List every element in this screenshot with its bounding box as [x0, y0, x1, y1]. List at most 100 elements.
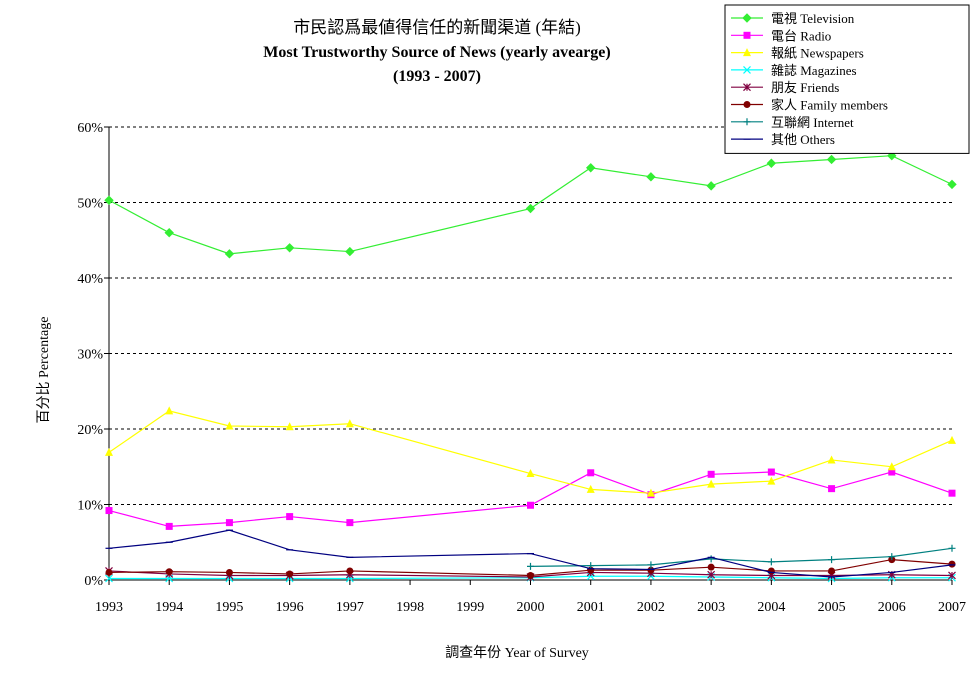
data-point	[707, 470, 715, 478]
x-tick-label: 1998	[396, 600, 424, 615]
data-point	[646, 172, 656, 182]
data-point	[647, 561, 655, 569]
x-tick-label: 1993	[95, 600, 123, 615]
data-point	[105, 507, 113, 515]
y-tick-label: 30%	[77, 348, 103, 363]
data-point	[706, 181, 716, 191]
x-axis-label: 調查年份 Year of Survey	[445, 645, 589, 661]
data-point	[707, 570, 716, 579]
gridlines	[109, 126, 952, 505]
data-point	[165, 568, 173, 576]
legend-label: 朋友 Friends	[771, 80, 839, 95]
chart-title: 市民認爲最値得信任的新聞渠道 (年結) Most Trustworthy Sou…	[263, 18, 610, 85]
series-line	[530, 547, 953, 568]
x-tick-label: 1997	[336, 600, 364, 615]
data-point	[527, 501, 534, 509]
data-point	[105, 568, 113, 576]
data-point	[104, 195, 114, 205]
data-point	[888, 468, 896, 476]
chart-title-line-1: 市民認爲最値得信任的新聞渠道 (年結)	[293, 18, 581, 37]
data-point	[948, 489, 956, 497]
legend-label: 互聯網 Internet	[771, 115, 854, 130]
series-group	[104, 150, 957, 583]
data-point	[826, 154, 837, 165]
data-point	[828, 485, 836, 493]
data-point	[284, 243, 295, 253]
x-tick-label: 2006	[878, 600, 906, 615]
legend-item: 家人 Family members	[731, 98, 888, 113]
data-point	[948, 560, 956, 568]
data-point	[707, 563, 715, 571]
legend: 電視 Television 電台 Radio 報紙 Newspapers 雜誌 Mag…	[724, 4, 970, 154]
data-point	[767, 476, 776, 485]
data-point	[345, 574, 354, 583]
legend-item: 電視 Television	[731, 11, 855, 26]
data-point	[828, 556, 836, 564]
data-point	[646, 488, 655, 497]
series-6	[105, 556, 956, 579]
x-tick-label: 2004	[757, 600, 785, 615]
x-tick-labels: 1993 1994 1995 1996 1997 1998 1999 2000 2001 2002…	[95, 600, 966, 615]
series-8	[105, 529, 956, 578]
x-tick-label: 2007	[938, 600, 966, 615]
data-point	[707, 479, 716, 488]
y-tick-label: 10%	[77, 499, 103, 514]
data-point	[346, 519, 354, 527]
data-point	[526, 469, 535, 478]
legend-label: 家人 Family members	[771, 98, 888, 113]
legend-label: 電視 Television	[771, 11, 855, 26]
y-tick-label: 0%	[84, 574, 103, 589]
legend-label: 電台 Radio	[771, 28, 831, 43]
x-tick-label: 1999	[456, 600, 484, 615]
legend-item: 互聯網 Internet	[731, 115, 854, 130]
data-point	[827, 455, 836, 464]
y-axis-label: 百分比 Percentage	[36, 317, 52, 424]
series-line	[108, 410, 953, 494]
legend-label: 其他 Others	[771, 132, 835, 147]
legend-swatch-marker	[743, 83, 751, 92]
data-point	[224, 249, 235, 259]
data-point	[286, 513, 294, 521]
data-point	[164, 227, 174, 238]
data-point	[586, 572, 595, 581]
data-point	[225, 568, 233, 576]
data-point	[947, 179, 957, 190]
data-point	[948, 571, 956, 580]
legend-item: 雜誌 Magazines	[731, 63, 857, 78]
x-tick-label: 2002	[637, 600, 665, 615]
data-point	[586, 484, 595, 493]
data-point	[828, 567, 836, 575]
data-point	[767, 468, 775, 476]
data-point	[345, 246, 355, 257]
data-point	[105, 447, 113, 456]
series-7	[527, 544, 956, 570]
data-point	[165, 406, 174, 415]
legend-box	[724, 4, 970, 154]
data-point	[285, 422, 294, 431]
data-point	[105, 574, 113, 583]
chart-title-line-3: (1993 - 2007)	[393, 68, 481, 85]
data-point	[587, 469, 595, 477]
x-tick-label: 1996	[276, 600, 304, 615]
legend-label: 報紙 Newspapers	[771, 46, 864, 61]
series-3	[105, 406, 956, 497]
y-tick-label: 50%	[77, 197, 103, 212]
legend-label: 雜誌 Magazines	[771, 63, 857, 78]
x-tick-label: 2003	[697, 600, 725, 615]
data-point	[527, 562, 534, 570]
y-tick-label: 20%	[77, 423, 103, 438]
data-point	[766, 158, 777, 168]
legend-item: 報紙 Newspapers	[731, 46, 864, 61]
data-point	[225, 519, 233, 527]
data-point	[345, 419, 354, 428]
y-tick-labels: 0% 10% 20% 30% 40% 50% 60%	[77, 121, 103, 589]
legend-swatch-marker	[743, 31, 751, 39]
legend-swatch-marker	[742, 13, 752, 23]
data-point	[647, 566, 655, 574]
y-tick-label: 40%	[77, 272, 103, 287]
series-line	[108, 471, 953, 527]
data-point	[165, 522, 173, 530]
legend-swatch-marker	[743, 65, 751, 74]
legend-swatch-marker	[743, 118, 751, 126]
data-point	[887, 462, 896, 471]
